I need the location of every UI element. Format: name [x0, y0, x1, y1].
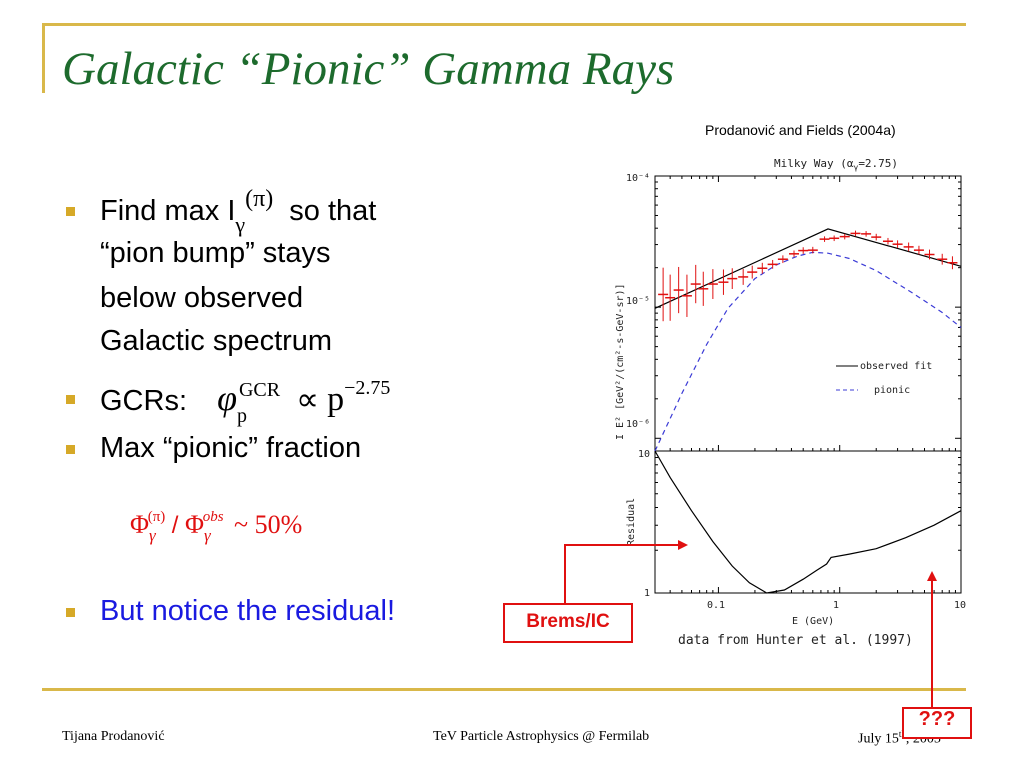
pionic-fraction-formula: Φγ(π) / Φγobs ~ 50% [130, 509, 303, 545]
brems-arrow [564, 544, 680, 603]
ytick-upper-2: 10⁻⁵ [626, 296, 650, 307]
phi-symbol: φ [217, 378, 237, 418]
bullet-1-line-1: Find max Iγ(π) so that [100, 186, 377, 237]
spectrum-figure: Milky Way (αγ=2.75) 10⁻⁴ 10⁻⁵ 10⁻⁶ 10 1 … [615, 157, 966, 648]
ytick-upper-1: 10⁻⁴ [626, 173, 650, 184]
bullet-4: But notice the residual! [100, 595, 396, 627]
lower-y-axis-label: Residual [626, 498, 637, 546]
lower-plot-frame [654, 450, 962, 594]
upper-y-axis-label: I E² [GeV²/(cm²-s-GeV-sr)] [615, 283, 626, 440]
pionic-curve [654, 251, 962, 452]
bullet-marker-1 [66, 207, 75, 216]
ratio-phi-2: Φ [184, 510, 204, 539]
brems-ic-box [503, 603, 633, 643]
bullet-2: GCRs: φpGCR ∝ p−2.75 [100, 377, 391, 427]
proportional-symbol: ∝ [296, 381, 320, 417]
phi-sub: p [236, 405, 247, 427]
ratio-approx: ~ 50% [234, 510, 303, 539]
xtick-2: 1 [833, 600, 839, 611]
ratio-sup-2: obs [202, 509, 224, 525]
phi-sup: GCR [238, 379, 281, 401]
ytick-lower-1: 10 [638, 449, 650, 460]
ratio-sub-1: γ [149, 526, 156, 545]
xtick-3: 10 [954, 600, 966, 611]
footer-author: Tijana Prodanović [62, 729, 165, 744]
ratio-sub-2: γ [203, 526, 211, 545]
xtick-1: 0.1 [707, 600, 725, 611]
bullet-2-label: GCRs: [100, 385, 187, 417]
bullet-marker-2 [66, 395, 75, 404]
legend-pionic-label: pionic [874, 385, 910, 396]
slide-title: Galactic “Pionic” Gamma Rays [62, 43, 675, 95]
bullet-1-sub: γ [235, 212, 246, 237]
ratio-phi-1: Φ [130, 510, 150, 539]
bottom-rule [42, 688, 966, 691]
ratio-sup-1: (π) [147, 509, 166, 525]
brems-ic-label: Brems/IC [526, 611, 610, 632]
bullet-1-line-4: Galactic spectrum [100, 325, 333, 357]
residual-curve [654, 450, 962, 594]
unknown-component-box [902, 707, 972, 739]
left-rule [42, 23, 45, 93]
ratio-slash: / [171, 512, 179, 539]
figure-citation: Prodanović and Fields (2004a) [705, 122, 896, 138]
footer-event: TeV Particle Astrophysics @ Fermilab [433, 729, 650, 744]
unknown-arrowhead [927, 571, 937, 581]
data-source: data from Hunter et al. (1997) [678, 633, 913, 648]
ytick-lower-2: 1 [644, 588, 650, 599]
upper-chart-title: Milky Way (αγ=2.75) [774, 157, 898, 172]
momentum-exponent: −2.75 [344, 377, 391, 399]
bullet-1-line-3: below observed [100, 282, 304, 314]
bullet-1-prefix: Find max I [100, 195, 236, 227]
ytick-upper-3: 10⁻⁶ [626, 419, 650, 430]
bullet-marker-4 [66, 608, 75, 617]
footer-date-day: July 15 [858, 731, 899, 747]
chart-legend: observed fit pionic [836, 361, 932, 396]
unknown-component-label: ??? [918, 708, 956, 730]
bullet-marker-3 [66, 445, 75, 454]
bullet-3: Max “pionic” fraction [100, 432, 362, 464]
brems-arrowhead [678, 540, 688, 550]
top-rule [42, 23, 966, 26]
bullet-1-sup: (π) [245, 186, 274, 212]
bullet-1-line-2: “pion bump” stays [100, 237, 331, 269]
x-axis-label: E (GeV) [792, 616, 834, 627]
momentum-p: p [327, 381, 345, 418]
legend-observed-label: observed fit [860, 361, 932, 372]
bullet-1-suffix: so that [289, 195, 377, 227]
